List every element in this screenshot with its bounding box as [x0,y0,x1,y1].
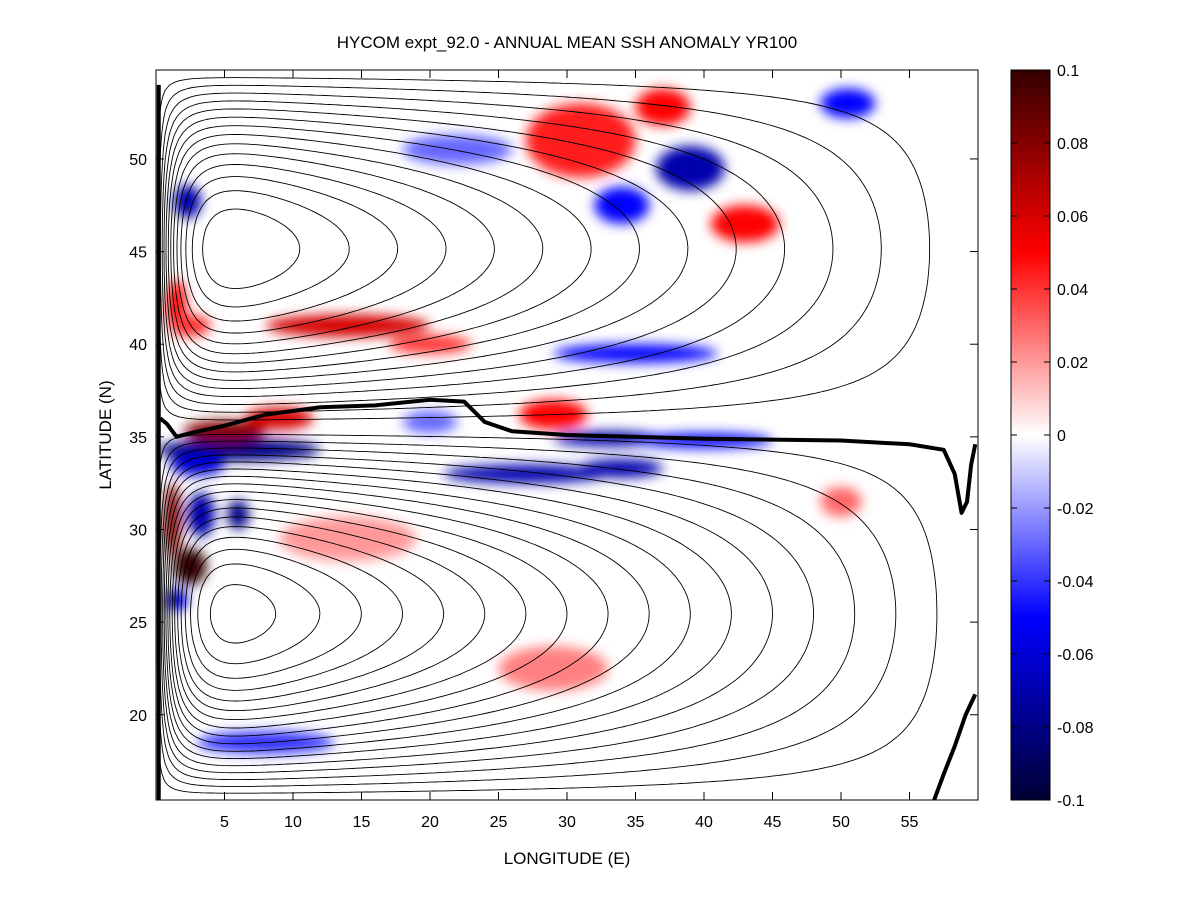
contour-line [202,208,301,290]
contour-line [173,143,544,355]
colorbar [1010,69,1051,801]
colorbar-tick-label: 0.1 [1057,63,1079,80]
contour-line [190,548,362,679]
anomaly-blob [173,184,202,219]
y-axis-label: LATITUDE (N) [96,380,115,489]
contour-line [174,507,527,721]
y-tick-label: 40 [129,337,147,354]
y-tick-label: 25 [129,615,147,632]
anomaly-blob [183,420,266,443]
y-tick-label: 30 [129,522,147,539]
x-axis-label: LONGITUDE (E) [504,849,631,868]
thick-contours [156,84,978,800]
y-tick-label: 50 [129,152,147,169]
colorbar-tick-label: 0 [1057,428,1066,445]
colorbar-tick-label: -0.1 [1057,793,1085,810]
anomaly-blob [402,134,513,165]
anomaly-blob [553,344,718,363]
chart-title: HYCOM expt_92.0 - ANNUAL MEAN SSH ANOMAL… [337,33,797,52]
colorbar-ticks: 0.1 0.08 0.06 0.04 0.02 0 -0.02 -0.04 -0.06 -0.08… [1011,63,1094,810]
contour-line [165,116,689,381]
anomaly-blob [388,334,472,354]
contour-line [162,461,773,767]
contour-line [191,190,350,308]
y-tick-label: 35 [129,430,147,447]
contour-line [167,125,640,373]
x-tick-label: 10 [284,814,302,831]
anomaly-blob [498,646,609,691]
contour-line [180,164,447,334]
contour-line [163,468,732,760]
x-tick-label: 45 [764,814,782,831]
contour-line [163,108,737,390]
x-tick-label: 50 [832,814,850,831]
x-tick-label: 15 [353,814,371,831]
anomaly-blob [227,499,250,530]
y-tick-label: 20 [129,708,147,725]
contour-line [185,176,399,322]
anomaly-blob [820,88,876,119]
contour-line [176,153,495,345]
y-axis: 20 25 30 35 40 45 50 [129,152,978,725]
contour-line [169,491,609,737]
anomaly-blob [245,407,314,430]
contour-line [165,475,691,752]
colorbar-tick-label: 0.04 [1057,282,1088,299]
contour-line [161,100,786,398]
x-tick-label: 55 [901,814,919,831]
contour-line [177,516,486,712]
contour-line [171,499,568,729]
colorbar-tick-label: 0.08 [1057,136,1088,153]
x-tick-label: 40 [695,814,713,831]
anomaly-blob [525,103,636,178]
anomaly-blob [710,205,780,243]
contour-line [180,526,445,702]
x-axis: 5 10 15 20 25 30 35 40 45 50 55 [220,70,919,831]
anomaly-blob [165,588,188,612]
colorbar-tick-label: -0.06 [1057,647,1094,664]
contour-line [184,536,403,691]
anomaly-blob [635,88,691,126]
contour-line [209,584,277,644]
thick-contour-line [932,693,978,800]
anomaly-blob [173,548,207,586]
colorbar-tick-label: -0.04 [1057,574,1094,591]
contour-line [159,92,834,405]
contour-line [197,563,321,665]
contour-line [160,454,815,774]
thick-contour-line [158,397,978,515]
x-tick-label: 35 [627,814,645,831]
colorbar-tick-label: -0.08 [1057,720,1094,737]
anomaly-field [156,88,876,754]
x-tick-label: 20 [421,814,439,831]
anomaly-blob [279,516,417,561]
anomaly-blob [402,410,458,434]
x-tick-label: 25 [490,814,508,831]
colorbar-tick-label: 0.02 [1057,355,1088,372]
contour-line [167,483,650,745]
x-tick-label: 5 [220,814,229,831]
anomaly-blob [265,314,430,337]
anomaly-blob [580,459,663,478]
colorbar-tick-label: -0.02 [1057,501,1094,518]
colorbar-tick-label: 0.06 [1057,209,1088,226]
y-tick-label: 45 [129,245,147,262]
anomaly-blob [820,486,862,517]
anomaly-blob [656,145,725,191]
anomaly-blob [594,186,650,224]
x-tick-label: 30 [558,814,576,831]
contour-line [170,134,592,364]
